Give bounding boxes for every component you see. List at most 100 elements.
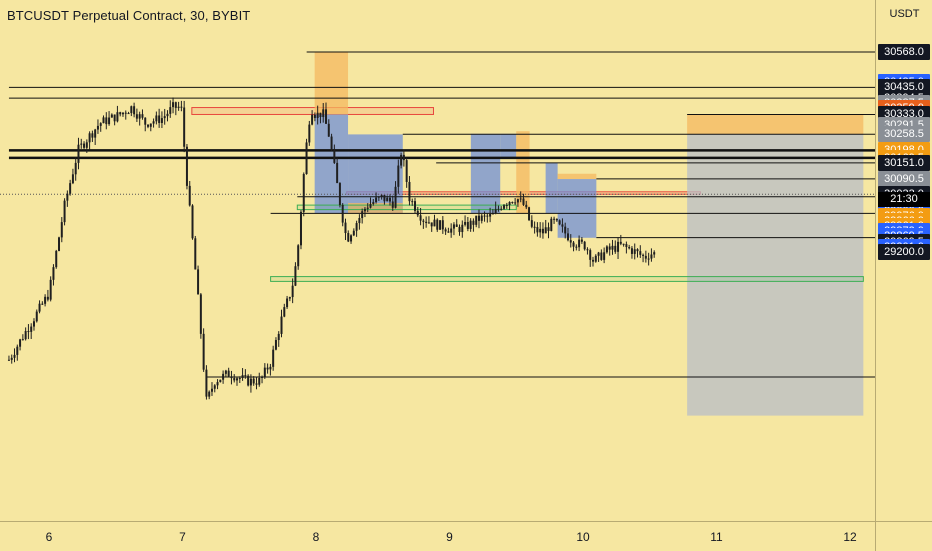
candle-body bbox=[191, 205, 194, 239]
candle-body bbox=[461, 224, 464, 233]
chart-plot-area[interactable]: BTCUSDT Perpetual Contract, 30, BYBIT bbox=[0, 0, 875, 521]
candle-body bbox=[450, 228, 453, 233]
candle-body bbox=[91, 133, 94, 138]
candle-body bbox=[519, 198, 522, 200]
candle-body bbox=[558, 220, 561, 225]
candle-body bbox=[38, 303, 41, 312]
candle-body bbox=[110, 114, 113, 118]
candle-body bbox=[60, 222, 63, 238]
zone-green-outline-15 bbox=[270, 276, 864, 282]
candle-body bbox=[642, 254, 645, 256]
candle-body bbox=[361, 211, 364, 219]
date-tick-label: 7 bbox=[179, 530, 186, 544]
candle-body bbox=[550, 218, 553, 231]
candle-body bbox=[475, 215, 478, 225]
candle-body bbox=[27, 331, 30, 333]
price-label: 30090.5 bbox=[878, 170, 930, 187]
candle-body bbox=[564, 226, 567, 234]
candle-body bbox=[83, 143, 86, 148]
candle-body bbox=[32, 321, 35, 327]
candle-body bbox=[244, 375, 247, 377]
candle-body bbox=[603, 252, 606, 260]
zone-blue-fill-6 bbox=[470, 133, 501, 214]
candle-body bbox=[222, 373, 225, 380]
candle-body bbox=[608, 246, 611, 250]
candle-body bbox=[536, 227, 539, 233]
candle-body bbox=[147, 124, 150, 127]
candle-body bbox=[653, 252, 656, 255]
candle-body bbox=[299, 211, 302, 246]
candle-body bbox=[210, 388, 213, 392]
candle-body bbox=[433, 219, 436, 227]
zone-orange-fill-5 bbox=[348, 202, 403, 214]
candle-body bbox=[405, 160, 408, 182]
candle-body bbox=[566, 233, 569, 241]
candle-body bbox=[238, 378, 241, 380]
candle-body bbox=[575, 246, 578, 248]
candle-body bbox=[589, 250, 592, 260]
candle-body bbox=[30, 326, 33, 332]
candle-body bbox=[416, 210, 419, 216]
price-axis[interactable]: USDT 30568.030435.030435.030394.530387.5… bbox=[875, 0, 932, 521]
candle-body bbox=[85, 142, 88, 148]
candle-body bbox=[44, 296, 47, 304]
candle-body bbox=[363, 208, 366, 212]
candle-body bbox=[414, 201, 417, 211]
candle-body bbox=[427, 222, 430, 224]
candle-body bbox=[505, 204, 508, 206]
zone-orange-fill-8 bbox=[516, 131, 530, 214]
date-tick-label: 11 bbox=[710, 530, 723, 544]
zone-orange-fill-2 bbox=[314, 52, 349, 115]
candle-body bbox=[283, 307, 286, 317]
candle-body bbox=[553, 218, 556, 220]
candle-body bbox=[622, 243, 625, 245]
zone-green-outline-14 bbox=[296, 204, 517, 211]
candle-body bbox=[522, 198, 525, 205]
candle-body bbox=[71, 174, 74, 184]
candle-body bbox=[116, 112, 119, 122]
candle-body bbox=[533, 226, 536, 228]
candle-body bbox=[74, 162, 77, 175]
candle-body bbox=[169, 107, 172, 114]
candle-body bbox=[494, 208, 497, 214]
candle-body bbox=[108, 117, 111, 125]
candle-body bbox=[133, 106, 136, 115]
chart-title: BTCUSDT Perpetual Contract, 30, BYBIT bbox=[7, 8, 251, 23]
candle-body bbox=[286, 298, 289, 308]
candle-body bbox=[619, 241, 622, 244]
candle-body bbox=[255, 383, 258, 385]
candle-body bbox=[586, 249, 589, 251]
candle-body bbox=[466, 222, 469, 229]
candle-body bbox=[633, 249, 636, 254]
zone-red-outline-0 bbox=[191, 107, 434, 115]
candle-body bbox=[425, 221, 428, 224]
candle-body bbox=[41, 303, 44, 305]
candle-body bbox=[16, 346, 19, 355]
candle-body bbox=[266, 367, 269, 370]
candle-body bbox=[96, 125, 99, 130]
candle-body bbox=[383, 195, 386, 202]
candle-body bbox=[205, 369, 208, 397]
candle-body bbox=[163, 116, 166, 119]
candle-body bbox=[258, 377, 261, 385]
candle-body bbox=[230, 376, 233, 379]
date-tick-label: 8 bbox=[312, 530, 320, 544]
candle-body bbox=[583, 241, 586, 250]
candle-body bbox=[355, 223, 358, 231]
candle-body bbox=[7, 359, 10, 361]
candle-body bbox=[197, 269, 200, 295]
candle-body bbox=[188, 185, 191, 206]
candle-body bbox=[305, 142, 308, 175]
candle-body bbox=[541, 228, 544, 234]
chart-svg[interactable] bbox=[0, 0, 875, 521]
candle-body bbox=[572, 242, 575, 247]
candle-body bbox=[489, 214, 492, 217]
candle-body bbox=[199, 294, 202, 334]
candle-body bbox=[224, 370, 227, 374]
time-axis[interactable]: 6 7 8 9 10 11 12 bbox=[0, 521, 875, 551]
candle-body bbox=[252, 378, 255, 384]
candle-body bbox=[419, 215, 422, 221]
candle-body bbox=[166, 113, 169, 117]
candle-body bbox=[10, 357, 13, 360]
candle-body bbox=[480, 215, 483, 221]
